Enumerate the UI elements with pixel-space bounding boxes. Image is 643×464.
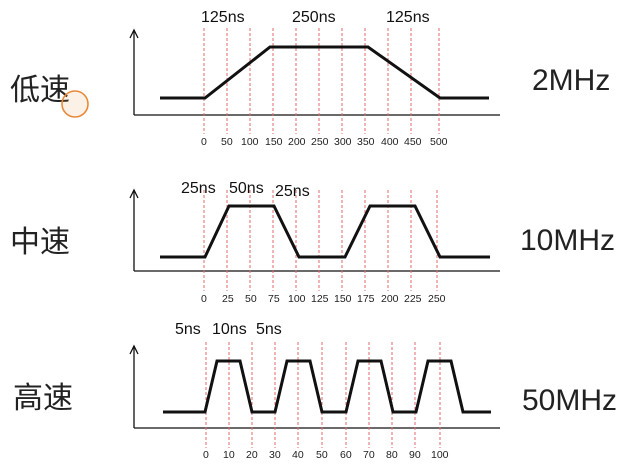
tick-label: 0 [203,449,209,461]
guide-lines-high [205,342,441,448]
tick-label: 50 [316,449,328,461]
tick-label: 20 [246,449,258,461]
tick-label: 300 [334,136,352,148]
tick-label: 450 [404,136,422,148]
tick-label: 40 [292,449,304,461]
tick-label: 25 [222,293,234,305]
y-axis-arrow-high [129,344,139,355]
tick-label: 100 [288,293,306,305]
tick-labels-low: 0 50 100 150 200 250 300 350 400 450 500 [201,136,448,148]
annotation-rise-low: 125ns [201,9,245,26]
tick-label: 150 [265,136,283,148]
tick-label: 30 [269,449,281,461]
tick-label: 75 [268,293,280,305]
annotation-high-high: 10ns [212,321,247,338]
row-label-high: 高速 [13,381,73,416]
annotation-fall-high: 5ns [256,321,282,338]
tick-label: 0 [201,136,207,148]
tick-label: 200 [288,136,306,148]
frequency-label-low: 2MHz [532,64,610,97]
tick-labels-medium: 0 25 50 75 100 125 150 175 200 225 250 [201,293,446,305]
tick-label: 350 [357,136,375,148]
waveform-high [163,359,491,414]
tick-label: 175 [357,293,375,305]
row-label-medium: 中速 [10,225,70,260]
row-medium-speed: 中速 10MHz 25ns 50ns 25ns 0 25 50 75 10 [10,180,615,305]
frequency-label-medium: 10MHz [520,224,615,257]
annotation-rise-high: 5ns [175,321,201,338]
y-axis-arrow-medium [129,188,139,199]
annotation-fall-low: 125ns [386,9,430,26]
tick-label: 250 [428,293,446,305]
annotation-high-medium: 50ns [229,180,264,197]
tick-label: 0 [201,293,207,305]
tick-label: 90 [409,449,421,461]
annotation-rise-medium: 25ns [181,180,216,197]
row-low-speed: 低速 2MHz 125ns 250ns 125ns 0 50 100 150 [10,9,610,148]
annotation-fall-medium: 25ns [275,183,310,200]
tick-label: 10 [223,449,235,461]
mouse-cursor-highlight [61,90,89,118]
tick-label: 125 [311,293,329,305]
guide-lines-low [203,28,440,134]
tick-label: 500 [430,136,448,148]
tick-label: 50 [245,293,257,305]
tick-label: 100 [431,449,449,461]
tick-label: 250 [311,136,329,148]
y-axis-arrow-low [129,28,139,39]
annotation-high-low: 250ns [292,9,336,26]
tick-label: 60 [340,449,352,461]
tick-label: 200 [381,293,399,305]
tick-label: 70 [363,449,375,461]
tick-label: 80 [386,449,398,461]
row-high-speed: 高速 50MHz 5ns 10ns 5ns 0 10 20 30 40 [13,321,617,461]
frequency-label-high: 50MHz [522,384,617,417]
waveform-medium [160,204,490,259]
tick-label: 400 [381,136,399,148]
tick-label: 100 [241,136,259,148]
waveform-low [160,45,489,100]
tick-label: 225 [404,293,422,305]
tick-labels-high: 0 10 20 30 40 50 60 70 80 90 100 [203,449,449,461]
row-label-low: 低速 [10,73,70,108]
tick-label: 50 [221,136,233,148]
tick-label: 150 [334,293,352,305]
